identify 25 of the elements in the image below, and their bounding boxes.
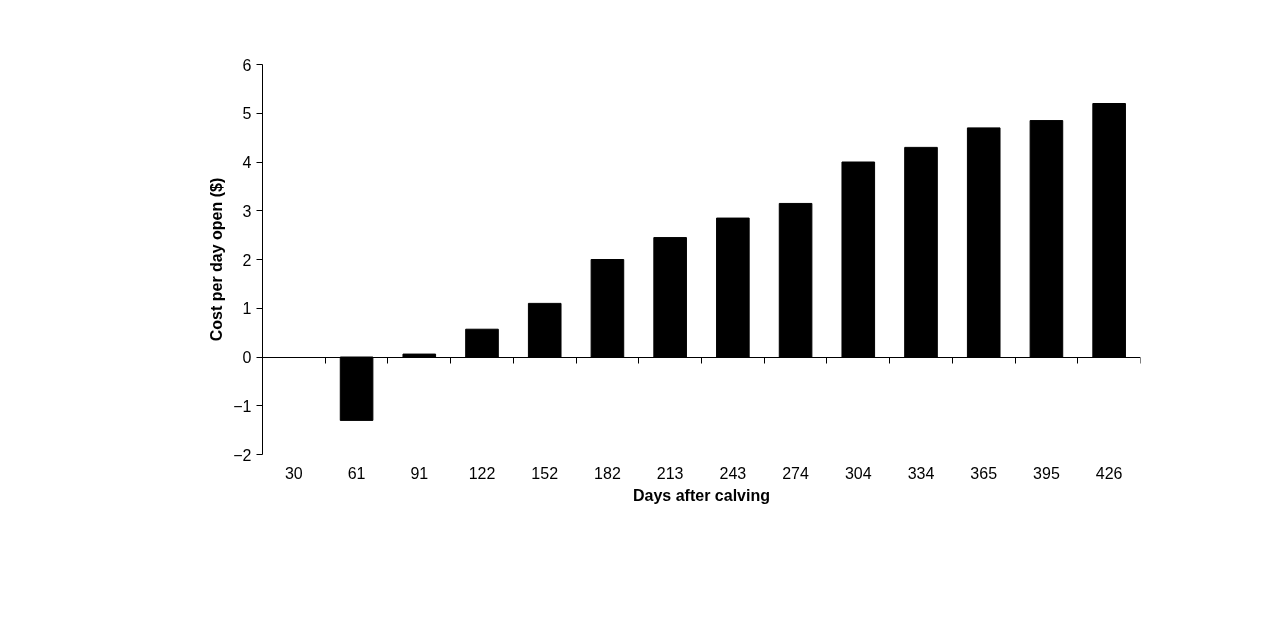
x-tick-label: 91 (410, 464, 429, 482)
x-axis-title: Days after calving (633, 486, 770, 504)
x-tick-label: 426 (1095, 464, 1123, 482)
y-tick-label: 2 (242, 251, 252, 269)
x-tick-label: 334 (907, 464, 935, 482)
y-tick-label: 5 (242, 105, 252, 123)
x-tick-label: 182 (594, 464, 621, 482)
x-tick-label: 30 (284, 464, 303, 482)
x-tick-label: 213 (656, 464, 684, 482)
x-tick-label: 274 (782, 464, 810, 482)
y-tick-label: 0 (242, 349, 252, 366)
x-tick-label: 152 (531, 464, 559, 482)
x-tick-label: 395 (1033, 464, 1060, 482)
x-tick-label: 304 (844, 464, 872, 482)
y-tick-label: 3 (242, 202, 252, 220)
y-tick-label: 1 (242, 300, 252, 318)
y-tick-label: −2 (233, 446, 252, 464)
y-tick-label: 4 (242, 154, 252, 171)
x-tick-label: 243 (719, 464, 747, 482)
y-tick-label: 6 (242, 56, 252, 74)
x-tick-label: 61 (347, 464, 366, 482)
x-tick-label: 122 (468, 464, 496, 482)
y-axis-title: Cost per day open ($) (208, 177, 226, 342)
y-tick-label: −1 (233, 397, 252, 415)
x-tick-label: 365 (970, 464, 998, 482)
